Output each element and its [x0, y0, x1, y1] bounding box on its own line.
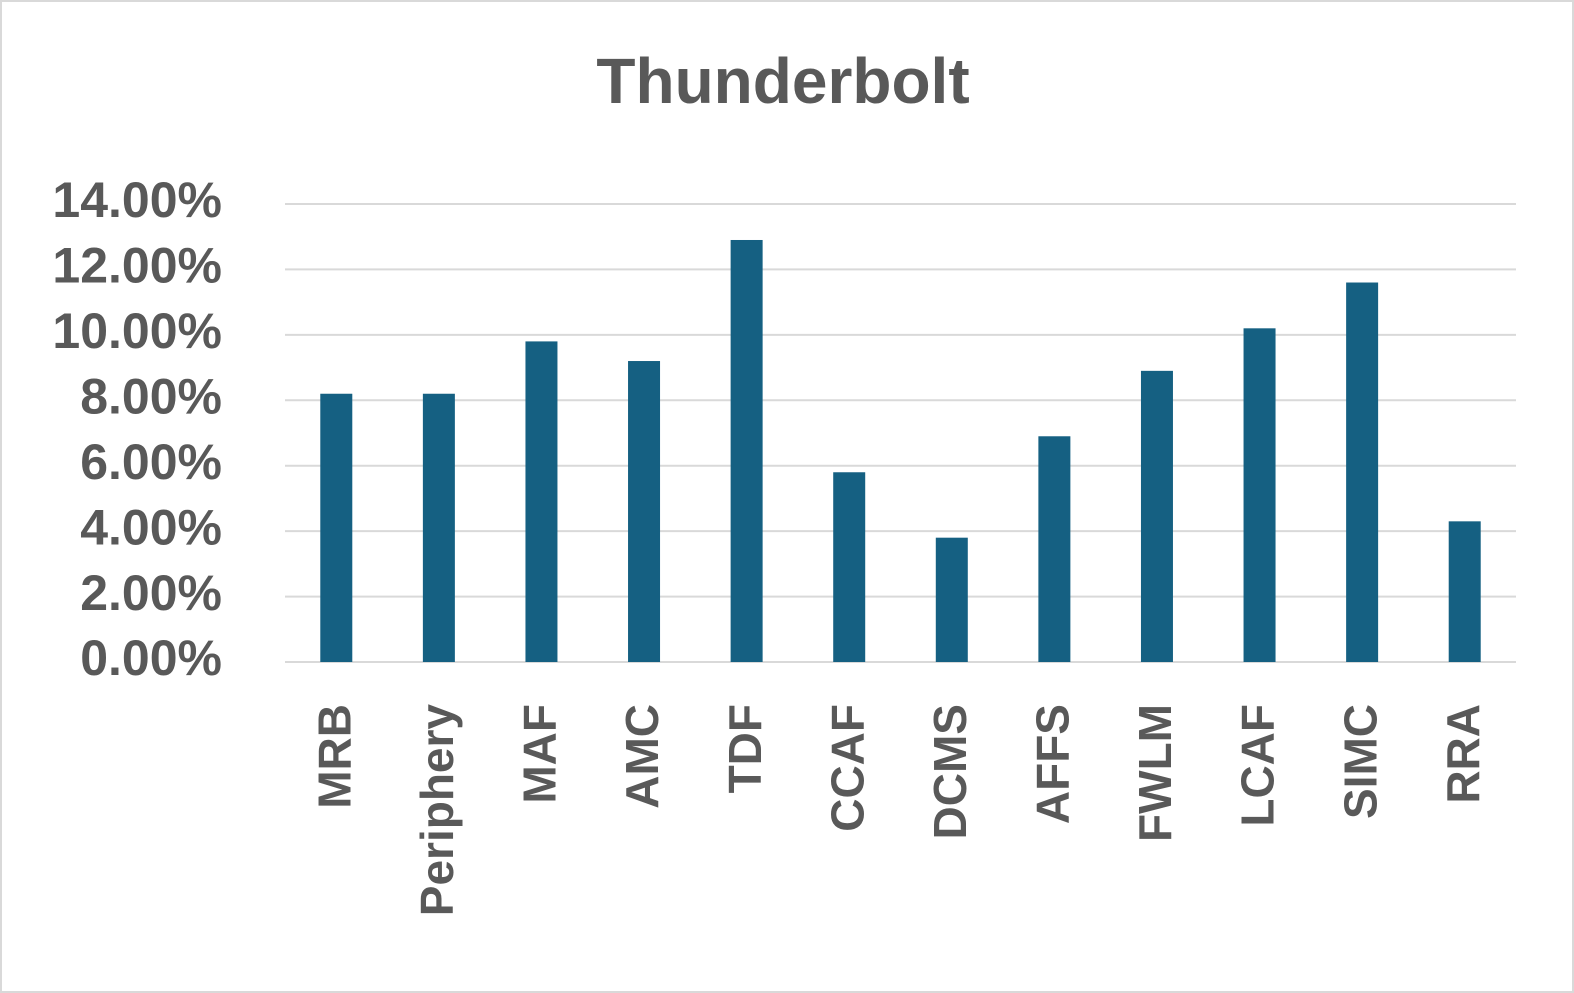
x-tick-label: Periphery: [411, 704, 463, 917]
bar: [422, 393, 455, 662]
y-tick-label: 6.00%: [80, 434, 222, 490]
bar: [1140, 370, 1173, 662]
y-tick-label: 4.00%: [80, 499, 222, 555]
x-tick-label: RRA: [1437, 704, 1489, 804]
y-tick-label: 12.00%: [52, 238, 222, 294]
bar: [320, 393, 353, 662]
x-tick-label: MAF: [514, 704, 566, 804]
bar: [833, 472, 866, 662]
bar: [935, 537, 968, 662]
x-tick-label: AFFS: [1027, 704, 1079, 824]
y-tick-label: 8.00%: [80, 368, 222, 424]
bar: [1038, 436, 1071, 662]
chart-title: Thunderbolt: [596, 45, 969, 117]
y-tick-label: 0.00%: [80, 630, 222, 686]
bar: [525, 341, 558, 662]
bar: [1243, 328, 1276, 662]
x-tick-label: CCAF: [821, 704, 873, 832]
y-tick-label: 10.00%: [52, 303, 222, 359]
x-tick-label: DCMS: [924, 704, 976, 839]
bar: [628, 361, 661, 662]
x-tick-label: MRB: [308, 704, 360, 809]
y-tick-label: 2.00%: [80, 565, 222, 621]
bar: [1346, 282, 1379, 662]
x-tick-label: SIMC: [1334, 704, 1386, 819]
y-tick-label: 14.00%: [52, 172, 222, 228]
x-tick-label: FWLM: [1129, 704, 1181, 842]
bar: [1448, 521, 1481, 662]
x-tick-label: AMC: [616, 704, 668, 809]
x-tick-label: TDF: [719, 704, 771, 793]
x-tick-label: LCAF: [1232, 704, 1284, 827]
bar: [730, 239, 763, 662]
